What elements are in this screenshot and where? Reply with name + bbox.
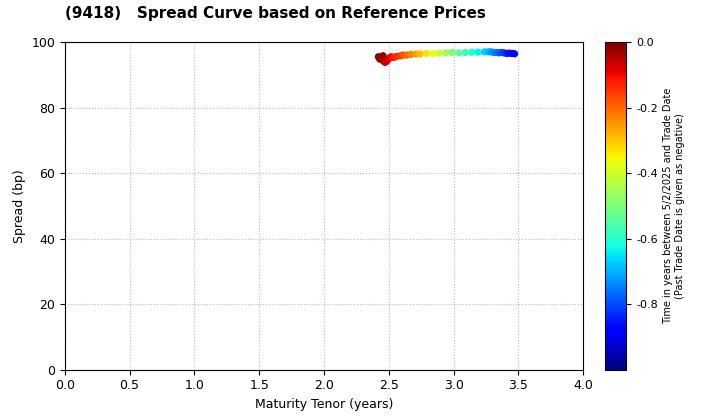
Point [427, 50, 438, 57]
Point [377, 57, 388, 63]
Point [378, 58, 390, 64]
Point [405, 51, 417, 58]
Point [459, 49, 471, 56]
Point [383, 55, 395, 62]
Point [506, 50, 518, 57]
Point [395, 52, 406, 59]
Point [374, 56, 385, 63]
Point [493, 50, 505, 56]
Point [472, 49, 484, 55]
Point [382, 57, 393, 63]
Point [375, 54, 387, 61]
Text: (9418)   Spread Curve based on Reference Prices: (9418) Spread Curve based on Reference P… [65, 6, 486, 21]
Point [490, 49, 502, 56]
Point [414, 50, 426, 57]
Point [453, 50, 464, 56]
Point [496, 49, 508, 56]
Point [488, 49, 500, 56]
Point [391, 53, 402, 60]
Point [397, 52, 409, 58]
Point [388, 54, 400, 61]
Point [485, 48, 497, 55]
Point [446, 49, 458, 56]
Point [498, 50, 510, 56]
Point [440, 50, 451, 56]
Point [377, 52, 389, 59]
Point [503, 50, 515, 57]
Y-axis label: Spread (bp): Spread (bp) [13, 169, 26, 243]
Point [384, 54, 396, 61]
X-axis label: Maturity Tenor (years): Maturity Tenor (years) [255, 398, 393, 411]
Point [379, 59, 391, 66]
Point [483, 48, 495, 55]
Point [479, 48, 490, 55]
Point [373, 53, 384, 60]
Point [401, 52, 413, 58]
Point [386, 53, 397, 60]
Point [501, 50, 513, 57]
Y-axis label: Time in years between 5/2/2025 and Trade Date
(Past Trade Date is given as negat: Time in years between 5/2/2025 and Trade… [663, 88, 685, 324]
Point [420, 50, 432, 57]
Point [410, 51, 422, 58]
Point [433, 50, 445, 57]
Point [509, 50, 521, 57]
Point [466, 49, 477, 55]
Point [380, 58, 392, 65]
